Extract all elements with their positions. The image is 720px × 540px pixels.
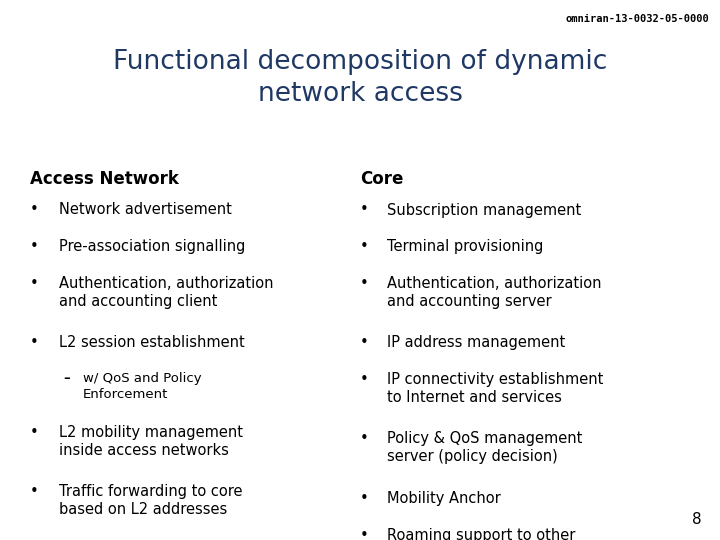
Text: IP address management: IP address management [387,335,566,350]
Text: •: • [30,276,39,291]
Text: •: • [360,239,369,254]
Text: Authentication, authorization
and accounting server: Authentication, authorization and accoun… [387,276,602,309]
Text: Authentication, authorization
and accounting client: Authentication, authorization and accoun… [59,276,274,309]
Text: Core: Core [360,170,403,188]
Text: Access Network: Access Network [30,170,179,188]
Text: Terminal provisioning: Terminal provisioning [387,239,544,254]
Text: •: • [30,239,39,254]
Text: w/ QoS and Policy
Enforcement: w/ QoS and Policy Enforcement [83,372,202,401]
Text: Pre-association signalling: Pre-association signalling [59,239,246,254]
Text: •: • [360,335,369,350]
Text: Subscription management: Subscription management [387,202,582,218]
Text: 8: 8 [693,511,702,526]
Text: •: • [360,276,369,291]
Text: Roaming support to other
cores: Roaming support to other cores [387,528,576,540]
Text: Policy & QoS management
server (policy decision): Policy & QoS management server (policy d… [387,431,582,464]
Text: •: • [360,528,369,540]
Text: L2 mobility management
inside access networks: L2 mobility management inside access net… [59,425,243,458]
Text: –: – [63,372,70,385]
Text: •: • [360,202,369,218]
Text: •: • [30,425,39,440]
Text: •: • [360,372,369,387]
Text: •: • [30,335,39,350]
Text: Traffic forwarding to core
based on L2 addresses: Traffic forwarding to core based on L2 a… [59,484,243,517]
Text: Mobility Anchor: Mobility Anchor [387,491,501,506]
Text: Network advertisement: Network advertisement [59,202,232,218]
Text: •: • [360,431,369,447]
Text: IP connectivity establishment
to Internet and services: IP connectivity establishment to Interne… [387,372,604,405]
Text: Functional decomposition of dynamic
network access: Functional decomposition of dynamic netw… [113,49,607,106]
Text: L2 session establishment: L2 session establishment [59,335,245,350]
Text: •: • [30,202,39,218]
Text: •: • [360,491,369,506]
Text: •: • [30,484,39,500]
Text: omniran-13-0032-05-0000: omniran-13-0032-05-0000 [565,14,709,24]
